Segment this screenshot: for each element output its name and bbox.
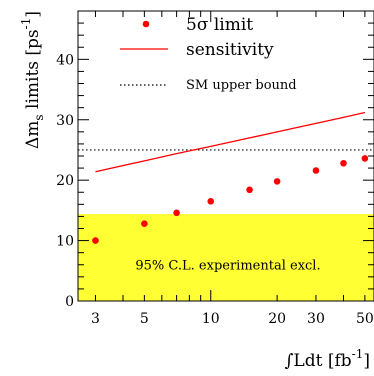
x-axis-title-end: ] bbox=[363, 351, 370, 371]
y-tick-label: 0 bbox=[65, 294, 74, 310]
x-axis-title: ∫Ldt [fb-1] bbox=[285, 347, 370, 371]
y-axis-title-sub: s bbox=[32, 114, 46, 120]
x-tick-label: 10 bbox=[202, 311, 220, 327]
limit-point bbox=[92, 237, 99, 244]
exclusion-band bbox=[78, 214, 374, 301]
y-axis-title: Δms limits [ps-1] bbox=[19, 11, 46, 149]
y-tick-label: 20 bbox=[56, 173, 74, 189]
x-tick-label: 3 bbox=[91, 311, 100, 327]
sensitivity-line bbox=[95, 111, 366, 173]
x-axis-title-sup: -1 bbox=[352, 347, 364, 361]
limit-point bbox=[141, 220, 148, 227]
y-axis-title-sup: -1 bbox=[19, 18, 33, 30]
limit-point bbox=[207, 198, 215, 205]
limit-point bbox=[273, 178, 281, 185]
exclusion-band-label: 95% C.L. experimental excl. bbox=[135, 259, 320, 274]
y-axis-title-rest: limits [ps bbox=[23, 29, 43, 114]
series-layer bbox=[92, 111, 369, 244]
exclusion-band-layer: 95% C.L. experimental excl. bbox=[78, 214, 374, 301]
x-tick-label: 50 bbox=[356, 311, 374, 327]
limit-point bbox=[361, 155, 369, 162]
limit-point bbox=[246, 186, 253, 194]
legend-label-5sigma: 5σ limit bbox=[186, 15, 253, 35]
x-tick-label: 20 bbox=[268, 311, 286, 327]
limit-point bbox=[312, 167, 320, 174]
limit-point bbox=[340, 159, 347, 167]
y-axis-title-main: Δm bbox=[23, 121, 43, 149]
legend-marker-5sigma bbox=[142, 20, 150, 28]
x-tick-label: 30 bbox=[307, 311, 325, 327]
x-axis-title-main: ∫Ldt [fb bbox=[285, 351, 352, 371]
axes-layer bbox=[77, 10, 374, 302]
legend: 5σ limit sensitivity SM upper bound bbox=[120, 15, 297, 93]
y-axis-title-end: ] bbox=[23, 11, 43, 18]
legend-label-sensitivity: sensitivity bbox=[186, 40, 274, 60]
y-tick-label: 40 bbox=[56, 52, 74, 68]
legend-label-sm-bound: SM upper bound bbox=[186, 78, 297, 93]
y-tick-label: 10 bbox=[56, 234, 74, 250]
x-tick-label: 5 bbox=[140, 311, 149, 327]
y-tick-label: 30 bbox=[56, 113, 74, 129]
limit-point bbox=[173, 209, 180, 217]
